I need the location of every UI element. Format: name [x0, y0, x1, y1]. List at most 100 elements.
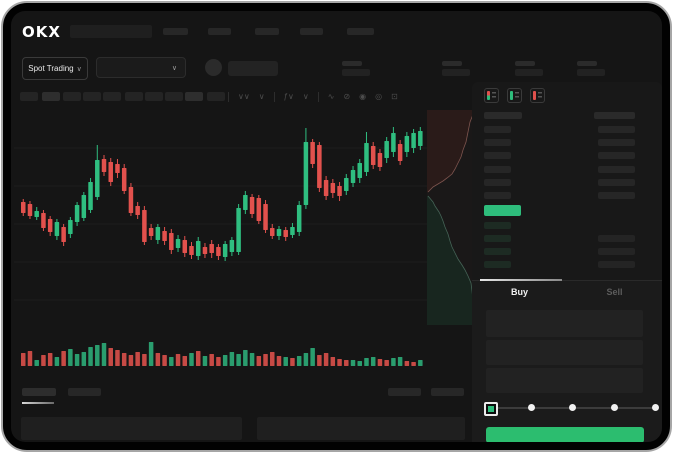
timeframe-button-skeleton[interactable] — [207, 92, 225, 101]
candlestick-chart[interactable] — [14, 106, 480, 375]
volume-bar — [249, 353, 255, 366]
candlestick — [108, 162, 113, 182]
volume-bar — [276, 356, 282, 366]
orderbook-ask-row[interactable] — [598, 126, 635, 133]
candlestick — [142, 210, 147, 242]
bottom-action-skeleton[interactable] — [388, 388, 421, 396]
orderbook-ask-row[interactable] — [484, 166, 511, 173]
pair-name-skeleton — [228, 61, 278, 76]
volume-bar — [175, 354, 181, 366]
orderbook-ask-row[interactable] — [484, 139, 511, 146]
timeframe-button-skeleton[interactable] — [165, 92, 183, 101]
orderbook-ask-row[interactable] — [598, 139, 635, 146]
volume-bar — [296, 356, 302, 366]
pair-select-dropdown[interactable]: ∨ — [96, 57, 186, 78]
orderbook-bid-row[interactable] — [598, 248, 635, 255]
chart-layout-icon[interactable]: ∨ — [302, 92, 309, 101]
chevron-down-icon: ∨ — [171, 64, 177, 72]
timeframe-button-skeleton[interactable] — [42, 92, 60, 101]
compare-icon[interactable]: ∨ — [258, 92, 265, 101]
nav-item-skeleton[interactable] — [255, 28, 279, 35]
okx-logo[interactable]: OKX — [22, 23, 61, 41]
last-price-bar[interactable] — [484, 205, 521, 216]
toolbar-separator — [273, 91, 275, 102]
screenshot-icon[interactable]: ◉ — [359, 92, 367, 101]
orderbook-ask-row[interactable] — [484, 179, 511, 186]
candlestick — [404, 136, 410, 152]
orderbook-ask-row[interactable] — [598, 179, 635, 186]
volume-bar — [169, 357, 174, 366]
volume-bar — [364, 358, 369, 366]
orderbook-ask-row[interactable] — [484, 192, 511, 199]
orderbook-bid-row[interactable] — [484, 222, 511, 229]
buy-submit-button[interactable] — [486, 427, 644, 442]
candlestick — [34, 211, 39, 217]
nav-item-skeleton[interactable] — [163, 28, 188, 35]
drawing-tools-icon[interactable]: ∿ — [327, 92, 335, 101]
candlestick — [209, 244, 214, 253]
orderbook-ask-row[interactable] — [484, 126, 511, 133]
bids-only-icon[interactable] — [507, 88, 522, 103]
active-tab-indicator — [22, 402, 54, 404]
candlestick — [128, 187, 134, 213]
asks-only-icon[interactable] — [530, 88, 545, 103]
timeframe-button-skeleton[interactable] — [185, 92, 203, 101]
candlestick — [54, 222, 60, 236]
orderbook-ask-row[interactable] — [484, 152, 511, 159]
orderbook-bid-row[interactable] — [484, 261, 511, 268]
slider-stop-dot[interactable] — [610, 404, 618, 411]
slider-stop-dot[interactable] — [652, 404, 659, 411]
nav-item-skeleton[interactable] — [347, 28, 374, 35]
orderbook-ask-row[interactable] — [598, 152, 635, 159]
nav-item-skeleton[interactable] — [208, 28, 231, 35]
volume-bar — [189, 353, 194, 366]
order-input-skeleton[interactable] — [486, 368, 643, 393]
book-header-skeleton — [594, 112, 635, 119]
fullscreen-icon[interactable]: ⊡ — [391, 92, 398, 101]
timeframe-button-skeleton[interactable] — [145, 92, 163, 101]
volume-bar — [290, 358, 295, 366]
tab-sell[interactable]: Sell — [606, 287, 623, 297]
bottom-tab-skeleton[interactable] — [22, 388, 56, 396]
chart-style-icon[interactable]: ∨∨ — [238, 92, 250, 101]
orderbook-bid-row[interactable] — [598, 261, 635, 268]
bottom-tab-skeleton[interactable] — [68, 388, 101, 396]
candlestick — [337, 186, 342, 196]
slider-stop-dot[interactable] — [527, 404, 535, 411]
orderbook-bid-row[interactable] — [598, 235, 635, 242]
orderbook-ask-row[interactable] — [598, 192, 635, 199]
settings-icon[interactable]: ◎ — [375, 92, 383, 101]
bottom-action-skeleton[interactable] — [431, 388, 464, 396]
candlestick — [263, 204, 268, 230]
volume-bar — [61, 351, 66, 366]
volume-bar — [115, 350, 120, 366]
order-input-skeleton[interactable] — [486, 310, 643, 337]
orderbook-bid-row[interactable] — [484, 248, 511, 255]
timeframe-button-skeleton[interactable] — [63, 92, 81, 101]
volume-bar — [148, 342, 154, 366]
combined-book-icon[interactable] — [484, 88, 499, 103]
pair-logo-skeleton — [205, 59, 222, 76]
order-input-skeleton[interactable] — [486, 340, 643, 365]
slider-stop-dot[interactable] — [569, 404, 576, 411]
timeframe-button-skeleton[interactable] — [125, 92, 143, 101]
stat-label-skeleton — [342, 61, 362, 66]
indicators-icon[interactable]: ƒ∨ — [283, 92, 294, 101]
candlestick — [249, 197, 255, 214]
nav-item-skeleton[interactable] — [300, 28, 323, 35]
volume-bar — [95, 345, 100, 366]
timeframe-button-skeleton[interactable] — [83, 92, 101, 101]
timeframe-button-skeleton[interactable] — [103, 92, 121, 101]
volume-bar — [222, 355, 228, 366]
orderbook-bid-row[interactable] — [484, 235, 511, 242]
stat-value-skeleton — [442, 69, 470, 76]
eraser-icon[interactable]: ⊘ — [343, 92, 351, 101]
market-type-dropdown[interactable]: Spot Trading ∨ — [22, 57, 88, 80]
volume-bar — [195, 351, 201, 366]
timeframe-button-skeleton[interactable] — [20, 92, 38, 101]
amount-slider-handle[interactable] — [484, 402, 498, 416]
orderbook-ask-row[interactable] — [598, 166, 635, 173]
tab-buy[interactable]: Buy — [510, 287, 528, 297]
volume-bar — [303, 353, 309, 366]
